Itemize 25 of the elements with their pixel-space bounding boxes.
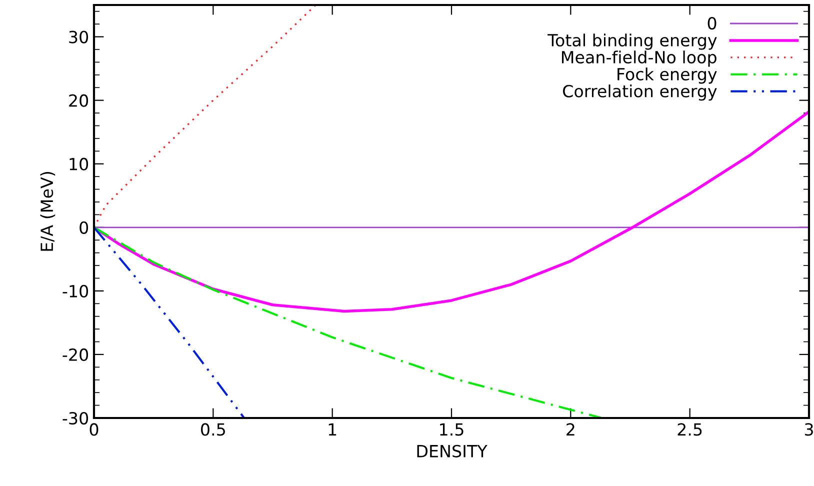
- y-tick-label: -30: [62, 412, 88, 425]
- x-tick-label: 0: [90, 423, 98, 436]
- x-tick-label: 0.5: [201, 423, 225, 436]
- y-tick-label: 30: [69, 30, 88, 44]
- y-tick-label: -20: [62, 348, 88, 362]
- x-axis-title: DENSITY: [417, 444, 488, 458]
- y-axis-title: E/A (MeV): [40, 172, 56, 251]
- legend-label: 0: [708, 16, 716, 30]
- line-series: [94, 5, 316, 228]
- legend-label: Correlation energy: [562, 84, 717, 101]
- line-series: [94, 110, 809, 313]
- x-tick-label: 1.5: [440, 423, 464, 436]
- x-tick-label: 3: [804, 423, 813, 436]
- y-tick-label: 20: [69, 94, 88, 107]
- y-tick-label: 0: [80, 221, 88, 234]
- y-tick-label: -10: [62, 284, 88, 298]
- line-series: [94, 226, 603, 418]
- y-tick-label: 10: [70, 158, 88, 170]
- legend-label: Mean-field-No loop: [562, 50, 716, 67]
- x-tick-label: 1: [328, 423, 336, 436]
- x-tick-label: 2.5: [678, 423, 702, 436]
- legend-label: Fock energy: [618, 68, 717, 84]
- line-series: [94, 226, 246, 418]
- legend-label: Total binding energy: [548, 34, 717, 50]
- x-tick-label: 2: [566, 423, 574, 436]
